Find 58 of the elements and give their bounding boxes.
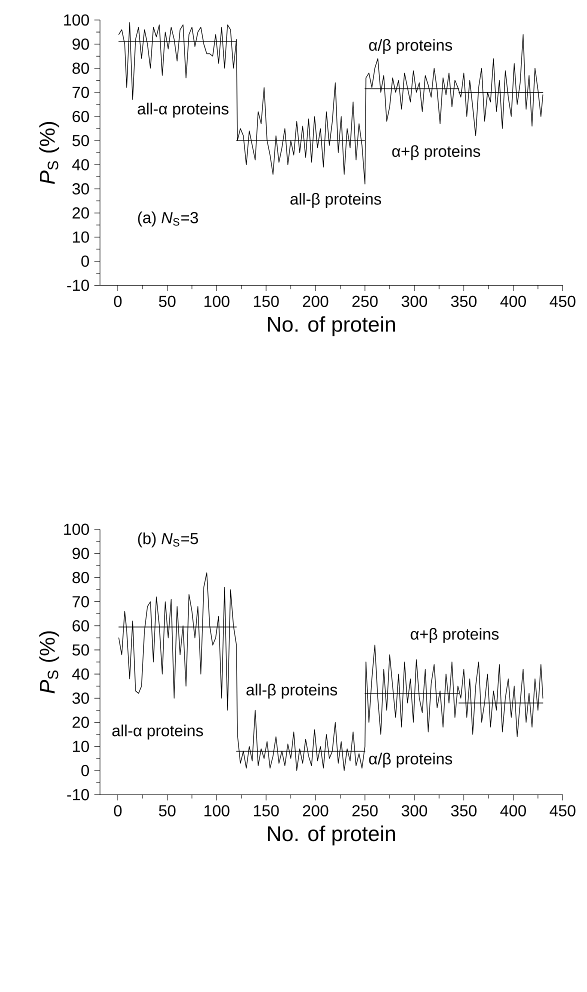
y-tick-label: 30 — [72, 183, 89, 194]
y-tick-label: 70 — [72, 86, 89, 98]
y-tick-label: 10 — [73, 231, 89, 243]
x-tick-label: 400 — [500, 805, 526, 816]
annotation: α+β proteins — [392, 145, 480, 160]
y-tick-label: 20 — [72, 207, 89, 219]
x-tick-label: 150 — [254, 296, 279, 308]
x-tick-label: 200 — [302, 296, 328, 308]
x-tick-label: 100 — [204, 296, 230, 308]
x-axis-title: No. of protein — [268, 826, 395, 846]
y-tick-label: 10 — [73, 740, 89, 752]
y-tick-label: 80 — [72, 572, 89, 584]
x-tick-label: 300 — [402, 296, 428, 308]
y-tick-label: 90 — [72, 548, 89, 560]
x-tick-label: 250 — [352, 296, 378, 308]
x-tick-label: 50 — [158, 805, 176, 816]
y-tick-label: 100 — [64, 524, 89, 535]
x-tick-label: 450 — [550, 296, 576, 308]
y-tick-label: 60 — [72, 620, 89, 632]
annotation: α/β proteins — [369, 39, 452, 54]
x-tick-label: 200 — [302, 805, 328, 816]
x-tick-label: 100 — [204, 805, 230, 816]
annotation: all-β proteins — [246, 684, 338, 699]
y-tick-label: -10 — [67, 280, 89, 291]
y-tick-label: 100 — [64, 14, 89, 26]
annotation: all-α proteins — [138, 102, 228, 118]
x-tick-label: 250 — [352, 805, 378, 816]
x-tick-label: 450 — [550, 805, 576, 816]
x-tick-label: 50 — [158, 296, 176, 308]
y-tick-label: 90 — [72, 38, 89, 50]
y-tick-label: 70 — [72, 596, 89, 608]
y-axis-title: P$_{S}$ (%) — [39, 122, 60, 184]
annotation: α+β proteins — [410, 628, 499, 643]
x-tick-label: 350 — [451, 296, 477, 308]
x-tick-label: 300 — [402, 805, 428, 816]
y-tick-label: 0 — [81, 256, 89, 267]
x-tick-label: 0 — [114, 805, 122, 816]
x-tick-label: 400 — [500, 296, 526, 308]
y-tick-label: -10 — [67, 789, 89, 800]
y-tick-label: 0 — [81, 764, 89, 776]
annotation: (a) N$_{S}$=3 — [138, 212, 198, 226]
y-tick-label: 20 — [72, 716, 89, 728]
y-tick-label: 50 — [72, 644, 89, 656]
x-tick-label: 350 — [451, 805, 477, 816]
annotation: α/β proteins — [369, 752, 452, 768]
y-tick-label: 80 — [72, 62, 89, 74]
annotation: all-β proteins — [290, 192, 382, 208]
y-tick-label: 60 — [72, 110, 89, 122]
x-tick-label: 0 — [114, 296, 122, 308]
y-tick-label: 40 — [72, 668, 89, 680]
x-axis-title: No. of protein — [268, 316, 395, 336]
y-axis-title: P$_{S}$ (%) — [39, 631, 60, 694]
annotation: all-α proteins — [112, 724, 203, 740]
y-tick-label: 30 — [72, 692, 89, 704]
x-tick-label: 150 — [254, 805, 279, 816]
annotation: (b) N$_{S}$=5 — [138, 532, 198, 548]
y-tick-label: 50 — [72, 134, 89, 146]
y-tick-label: 40 — [72, 159, 89, 170]
